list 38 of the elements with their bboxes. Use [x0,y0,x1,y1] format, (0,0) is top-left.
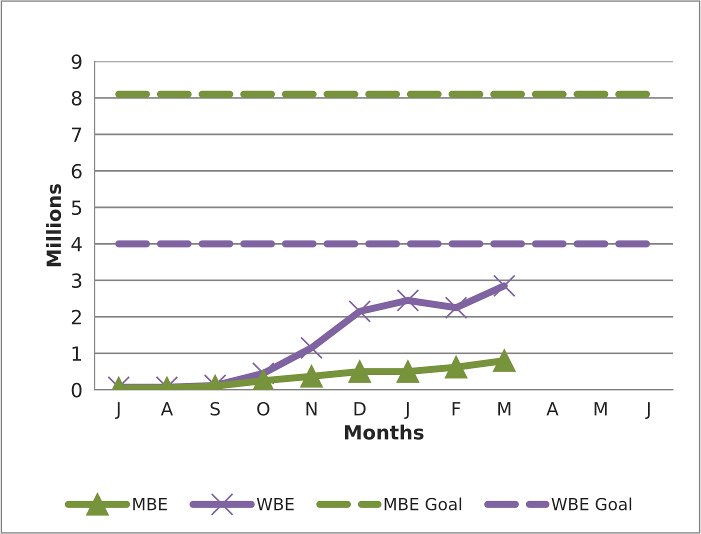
legend-label: MBE [133,498,167,510]
x-tick-label: J [404,402,409,419]
x-tick-label: A [160,402,173,416]
legend-label: WBE Goal [552,498,632,510]
legend-label: MBE Goal [384,498,462,510]
x-axis-title: Months [344,424,424,440]
point [396,360,420,383]
x-tick-label: J [645,402,650,419]
y-tick-label: 7 [72,128,82,142]
y-tick-label: 5 [72,200,82,216]
point [348,360,371,383]
x-tick-label: D [354,402,366,416]
x-tick-label: N [306,402,316,416]
y-tick-label: 4 [71,237,82,252]
y-tick-label: 6 [72,164,82,179]
point [493,349,516,372]
y-tick-label: 3 [72,273,82,288]
x-tick-label: A [546,402,558,416]
y-axis-title: Millions [46,184,62,266]
point [444,296,468,319]
y-tick-label: 0 [72,382,82,398]
x-tick-label: M [594,402,607,416]
x-tick-label: J [115,402,120,419]
point [493,274,516,298]
x-tick-label: S [210,402,220,416]
x-tick-label: M [498,402,510,416]
x-tick-label: O [257,402,270,416]
y-tick-label: 9 [72,54,82,70]
point [300,365,323,388]
y-tick-label: 1 [72,346,82,361]
point [348,300,371,323]
y-tick-label: 2 [72,310,81,324]
point [396,289,420,312]
point [444,356,468,378]
legend-label: WBE [256,498,294,510]
point [300,336,323,360]
y-tick-label: 8 [72,90,82,106]
x-tick-label: F [452,402,460,416]
